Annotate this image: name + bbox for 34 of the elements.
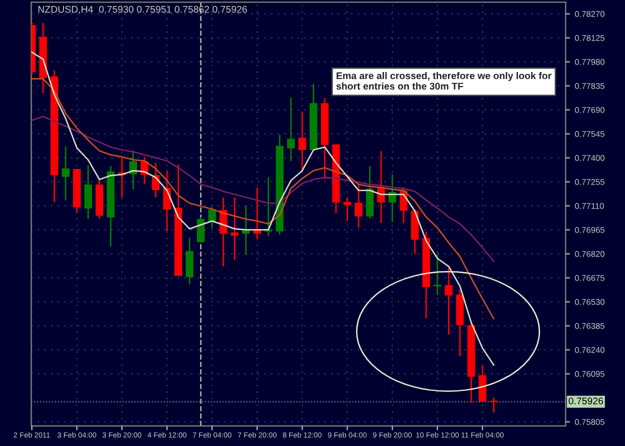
candlestick (84, 164, 92, 220)
candlestick (230, 196, 238, 260)
y-tick-label: 0.77255 (574, 179, 604, 185)
candlestick (354, 183, 362, 229)
ref-line-label: 0.75926 (568, 397, 604, 404)
y-tick-label: 0.76675 (574, 275, 604, 281)
y-tick-label: 0.75805 (574, 418, 604, 425)
y-tick-label: 0.76095 (574, 370, 604, 377)
candlestick (62, 146, 70, 202)
candlestick (298, 111, 306, 172)
y-tick-label: 0.76530 (574, 299, 604, 305)
candlestick (343, 196, 352, 222)
candlestick (163, 170, 171, 232)
candlestick (196, 216, 205, 244)
y-tick-label: 0.76820 (574, 251, 604, 257)
candlestick (444, 267, 453, 336)
candlestick (287, 97, 295, 162)
chart-title: NZDUSD,H4 0.75930 0.75951 0.75862 0.75926 (38, 6, 247, 14)
y-tick-label: 0.77400 (574, 155, 604, 161)
y-tick-label: 0.76385 (574, 323, 604, 329)
annotation: Ema are all crossed, therefore we only look for short entries on the 30m TF (336, 72, 552, 90)
candlestick (434, 253, 442, 296)
y-tick-label: 0.78125 (574, 35, 604, 41)
candlestick (208, 206, 216, 230)
y-tick-label: 0.76240 (574, 346, 604, 353)
y-tick-label: 0.77980 (574, 59, 604, 65)
y-tick-label: 0.77110 (574, 203, 604, 209)
candlestick (377, 150, 385, 224)
y-tick-label: 0.77545 (574, 131, 604, 137)
y-tick-label: 0.77690 (574, 107, 604, 113)
y-tick-label: 0.76965 (574, 227, 604, 233)
y-tick-label: 0.77835 (574, 83, 604, 89)
y-tick-label: 0.78270 (574, 11, 604, 17)
line-series (31, 116, 494, 262)
